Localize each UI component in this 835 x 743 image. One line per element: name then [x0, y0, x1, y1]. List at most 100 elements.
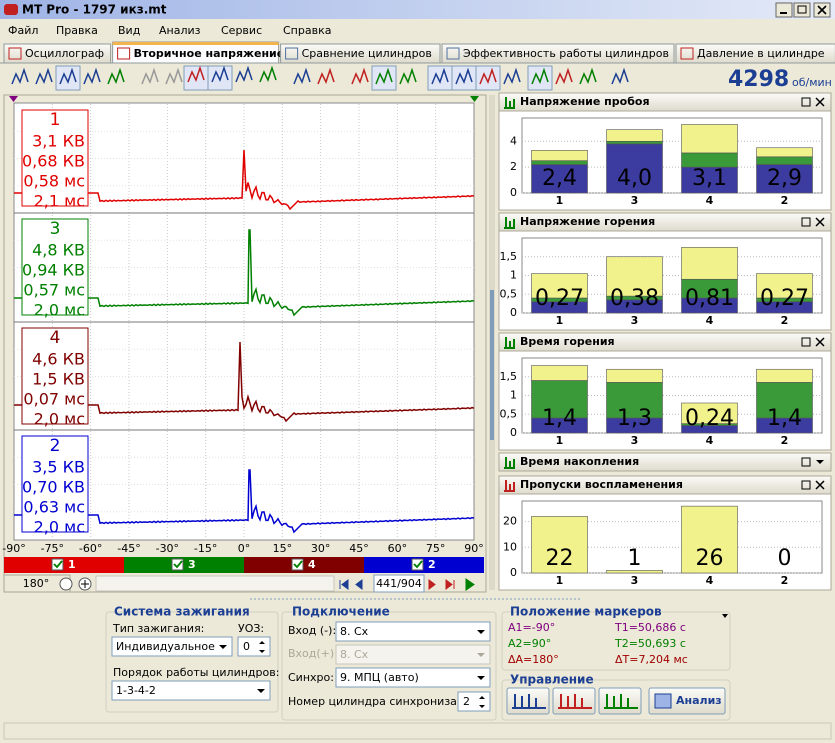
nav-button[interactable] — [428, 579, 436, 590]
reading: 0,58 мс — [23, 172, 85, 191]
panel-icon — [504, 97, 515, 109]
y-tick-label: 0,5 — [500, 407, 518, 420]
menu-item[interactable]: Файл — [8, 24, 38, 37]
toolbar-icon[interactable] — [579, 67, 597, 85]
toolbar-icon[interactable] — [555, 67, 573, 85]
bar-segment — [756, 382, 813, 419]
toolbar-icon[interactable] — [611, 67, 629, 85]
zoom-out[interactable] — [59, 577, 73, 591]
position-box — [373, 574, 425, 593]
waveform — [14, 229, 475, 317]
toolbar-icon[interactable] — [165, 67, 183, 85]
channel-checkbox[interactable] — [51, 558, 64, 571]
menu-item[interactable]: Сервис — [221, 24, 262, 37]
reading-box — [21, 109, 89, 207]
toolbar-icon[interactable] — [531, 67, 549, 85]
channel-checkbox[interactable] — [291, 558, 304, 571]
reading: 3,5 КВ — [32, 458, 85, 477]
nav-button[interactable] — [445, 579, 455, 590]
panel-maximize[interactable] — [801, 480, 811, 490]
y-tick-label: 0 — [510, 426, 517, 439]
channel-checkbox[interactable] — [411, 558, 424, 571]
x-tick-label: 2 — [781, 194, 789, 207]
toolbar-icon[interactable] — [431, 67, 449, 85]
select[interactable] — [111, 680, 271, 701]
bar-segment — [531, 150, 588, 161]
toolbar-icon[interactable] — [479, 67, 497, 85]
nav-button[interactable] — [339, 579, 349, 590]
channel-checkbox[interactable] — [171, 558, 184, 571]
menu-item[interactable]: Справка — [283, 24, 331, 37]
toolbar-icon[interactable] — [503, 67, 521, 85]
menu-item[interactable]: Вид — [118, 24, 141, 37]
tab-strip: Осциллограф Вторичное напряжение Сравнение… — [0, 41, 835, 64]
select[interactable] — [335, 667, 491, 688]
field-label: УОЗ: — [238, 622, 264, 635]
panel-title: Время горения — [520, 335, 615, 348]
select-value: 1-3-4-2 — [116, 684, 156, 697]
panel-close[interactable] — [815, 217, 825, 227]
value-label: 1 — [628, 546, 642, 571]
toolbar-button[interactable] — [475, 65, 501, 91]
toolbar-icon[interactable] — [375, 67, 393, 85]
x-tick-label: 3 — [631, 194, 639, 207]
panel-maximize[interactable] — [801, 217, 811, 227]
panel-close[interactable] — [815, 337, 825, 347]
menu-item[interactable]: Анализ — [159, 24, 201, 37]
toolbar-button[interactable] — [371, 65, 397, 91]
marker-angle: A2=90° — [508, 637, 551, 650]
toolbar-icon[interactable] — [259, 65, 277, 83]
toolbar-icon[interactable] — [399, 67, 417, 85]
tab-icon — [285, 47, 299, 60]
channel-toggle[interactable] — [244, 557, 364, 573]
channel-toggle[interactable] — [124, 557, 244, 573]
analyze-button-label: Анализ — [676, 694, 722, 707]
toolbar-icon[interactable] — [141, 67, 159, 85]
panel-maximize[interactable] — [801, 337, 811, 347]
reading: 0,57 мс — [23, 281, 85, 300]
rpm-unit: об/мин — [792, 76, 832, 89]
panel-close[interactable] — [815, 97, 825, 107]
channel-toggle[interactable] — [4, 557, 124, 573]
toolbar-icon[interactable] — [35, 67, 53, 85]
menu-item[interactable]: Правка — [56, 24, 98, 37]
panel-expand[interactable] — [816, 460, 824, 464]
nav-button[interactable] — [355, 579, 363, 590]
waveform — [14, 341, 475, 423]
toolbar-icon[interactable] — [83, 67, 101, 85]
collapse-arrow[interactable] — [722, 614, 728, 618]
panel-maximize[interactable] — [801, 97, 811, 107]
toolbar-button[interactable] — [427, 65, 453, 91]
toolbar-icon[interactable] — [59, 67, 77, 85]
y-tick-label: 0 — [510, 186, 517, 199]
toolbar-icon[interactable] — [317, 67, 335, 85]
x-tick-label: 4 — [706, 434, 714, 447]
waveform — [14, 469, 475, 534]
nav-button[interactable] — [465, 578, 475, 591]
toolbar-icon[interactable] — [211, 65, 229, 83]
channel-label: 3 — [188, 558, 196, 571]
toolbar-button[interactable] — [451, 65, 477, 91]
toolbar-icon[interactable] — [293, 67, 311, 85]
window-controls[interactable] — [775, 2, 831, 18]
select[interactable] — [335, 621, 491, 642]
reading: 0,68 КВ — [22, 152, 85, 171]
toolbar-icon[interactable] — [107, 67, 125, 85]
panel-close[interactable] — [815, 480, 825, 490]
reading: 2,0 мс — [34, 518, 85, 537]
toolbar-icon[interactable] — [235, 65, 253, 83]
toolbar-icon[interactable] — [455, 67, 473, 85]
control-buttons[interactable] — [506, 687, 726, 715]
scrollbar[interactable] — [95, 575, 335, 592]
select[interactable] — [111, 636, 233, 657]
value-label: 22 — [546, 546, 574, 571]
group-title: Подключение — [292, 605, 390, 619]
channel-toggle[interactable] — [364, 557, 484, 573]
toolbar-icon[interactable] — [187, 65, 205, 83]
panel-maximize[interactable] — [801, 457, 811, 467]
toolbar-icon[interactable] — [11, 67, 29, 85]
toolbar-icon[interactable] — [351, 67, 369, 85]
toolbar-button[interactable] — [527, 65, 553, 91]
toolbar-button[interactable] — [55, 65, 81, 91]
